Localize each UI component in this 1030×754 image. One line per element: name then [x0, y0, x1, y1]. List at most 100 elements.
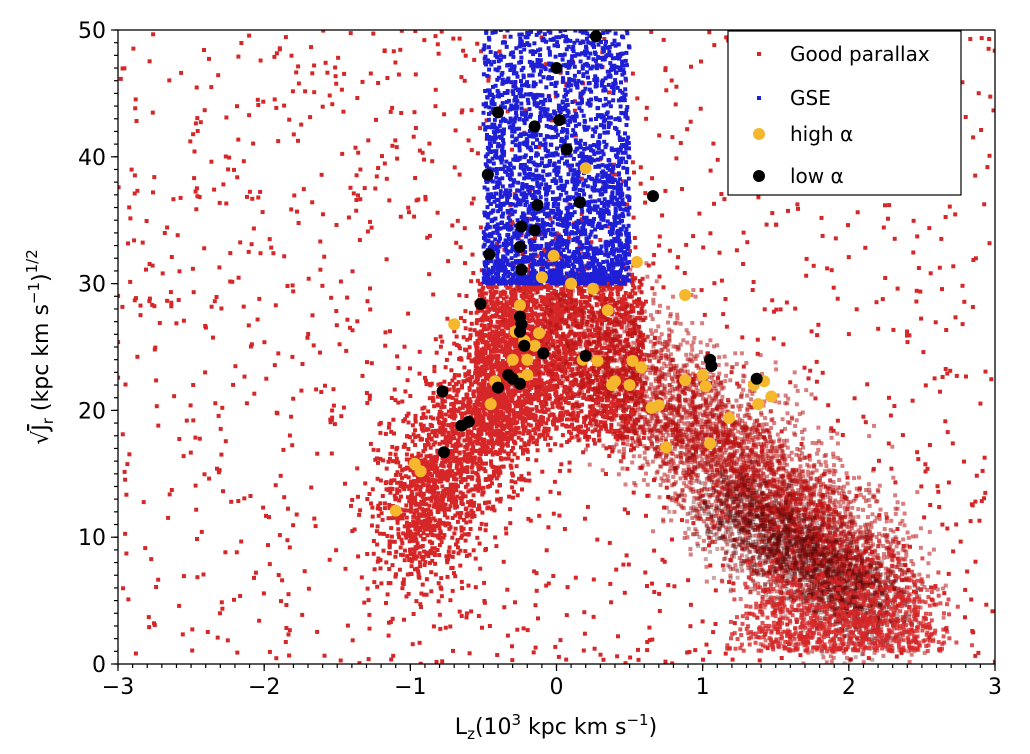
good-parallax-point — [472, 403, 477, 407]
good-parallax-point — [492, 324, 497, 329]
good-parallax-point — [954, 373, 959, 378]
good-parallax-point — [463, 53, 468, 58]
good-parallax-point — [452, 531, 457, 536]
good-parallax-point — [417, 371, 422, 376]
good-parallax-point — [626, 510, 630, 515]
good-parallax-point — [450, 378, 455, 383]
good-parallax-point — [477, 288, 482, 293]
good-parallax-point — [442, 506, 447, 511]
good-parallax-point — [477, 407, 482, 412]
good-parallax-point — [399, 513, 404, 518]
good-parallax-point — [724, 324, 729, 329]
good-parallax-point — [359, 575, 364, 580]
good-parallax-point — [457, 346, 462, 351]
good-parallax-point — [464, 446, 469, 451]
good-parallax-point — [461, 526, 466, 531]
good-parallax-point — [500, 443, 505, 448]
good-parallax-point — [559, 287, 564, 292]
good-parallax-point — [779, 656, 784, 660]
good-parallax-point — [504, 365, 509, 370]
good-parallax-point — [418, 491, 423, 496]
good-parallax-point — [459, 411, 464, 416]
good-parallax-point — [501, 559, 506, 564]
good-parallax-point — [489, 319, 493, 324]
good-parallax-point — [515, 627, 520, 632]
good-parallax-point — [437, 612, 442, 617]
good-parallax-point — [497, 373, 502, 378]
good-parallax-point — [935, 484, 940, 489]
good-parallax-point — [365, 401, 370, 405]
good-parallax-point — [538, 319, 543, 324]
good-parallax-point — [534, 442, 539, 447]
good-parallax-point — [586, 314, 591, 319]
good-parallax-point — [486, 382, 491, 387]
good-parallax-point — [406, 447, 411, 451]
good-parallax-point — [416, 569, 421, 574]
good-parallax-point — [943, 215, 948, 219]
good-parallax-point — [395, 470, 400, 475]
good-parallax-point — [462, 517, 466, 522]
good-parallax-point — [421, 412, 426, 416]
good-parallax-point — [561, 374, 565, 379]
good-parallax-point — [599, 345, 604, 350]
good-parallax-point — [448, 351, 453, 356]
good-parallax-point — [506, 318, 511, 323]
good-parallax-point — [443, 428, 448, 432]
good-parallax-point — [567, 424, 572, 429]
good-parallax-point — [439, 30, 444, 34]
good-parallax-point — [255, 97, 260, 102]
good-parallax-point — [538, 432, 543, 437]
good-parallax-point — [132, 238, 137, 243]
good-parallax-point — [435, 449, 440, 454]
good-parallax-point — [274, 105, 279, 110]
good-parallax-point — [624, 553, 629, 558]
good-parallax-point — [732, 537, 737, 542]
good-parallax-point — [413, 520, 418, 525]
good-parallax-point — [378, 558, 383, 563]
good-parallax-point — [410, 423, 415, 428]
good-parallax-point — [661, 285, 666, 290]
good-parallax-point — [513, 291, 518, 296]
good-parallax-point — [215, 466, 219, 471]
good-parallax-point — [435, 466, 440, 471]
good-parallax-point — [393, 398, 398, 403]
good-parallax-point — [528, 434, 533, 439]
good-parallax-point — [469, 465, 474, 470]
good-parallax-point — [471, 394, 476, 399]
good-parallax-point — [477, 507, 482, 511]
good-parallax-point — [453, 505, 458, 510]
good-parallax-point — [356, 193, 360, 198]
good-parallax-point — [147, 59, 152, 64]
good-parallax-point — [515, 493, 520, 498]
good-parallax-point — [523, 108, 528, 113]
good-parallax-point — [492, 354, 497, 359]
good-parallax-point — [122, 469, 127, 474]
good-parallax-point — [548, 333, 553, 338]
good-parallax-point — [440, 425, 445, 430]
good-parallax-point — [144, 219, 149, 223]
good-parallax-point — [588, 328, 592, 333]
good-parallax-point — [450, 588, 455, 593]
good-parallax-point — [490, 329, 495, 334]
good-parallax-point — [504, 320, 509, 325]
good-parallax-point — [541, 337, 546, 342]
good-parallax-point — [384, 487, 389, 492]
good-parallax-point — [418, 560, 422, 565]
good-parallax-point — [486, 395, 491, 400]
good-parallax-point — [319, 390, 324, 394]
good-parallax-point — [432, 487, 437, 492]
good-parallax-point — [496, 325, 501, 330]
good-parallax-point — [409, 564, 414, 569]
good-parallax-point — [370, 487, 375, 492]
good-parallax-point — [424, 379, 428, 383]
good-parallax-point — [230, 279, 235, 284]
good-parallax-point — [128, 279, 133, 284]
good-parallax-point — [321, 212, 325, 217]
good-parallax-point — [432, 369, 437, 374]
good-parallax-point — [943, 367, 948, 371]
good-parallax-point — [346, 215, 351, 220]
good-parallax-point — [531, 650, 536, 655]
good-parallax-point — [426, 483, 431, 488]
good-parallax-point — [404, 594, 409, 599]
good-parallax-point — [572, 351, 577, 356]
